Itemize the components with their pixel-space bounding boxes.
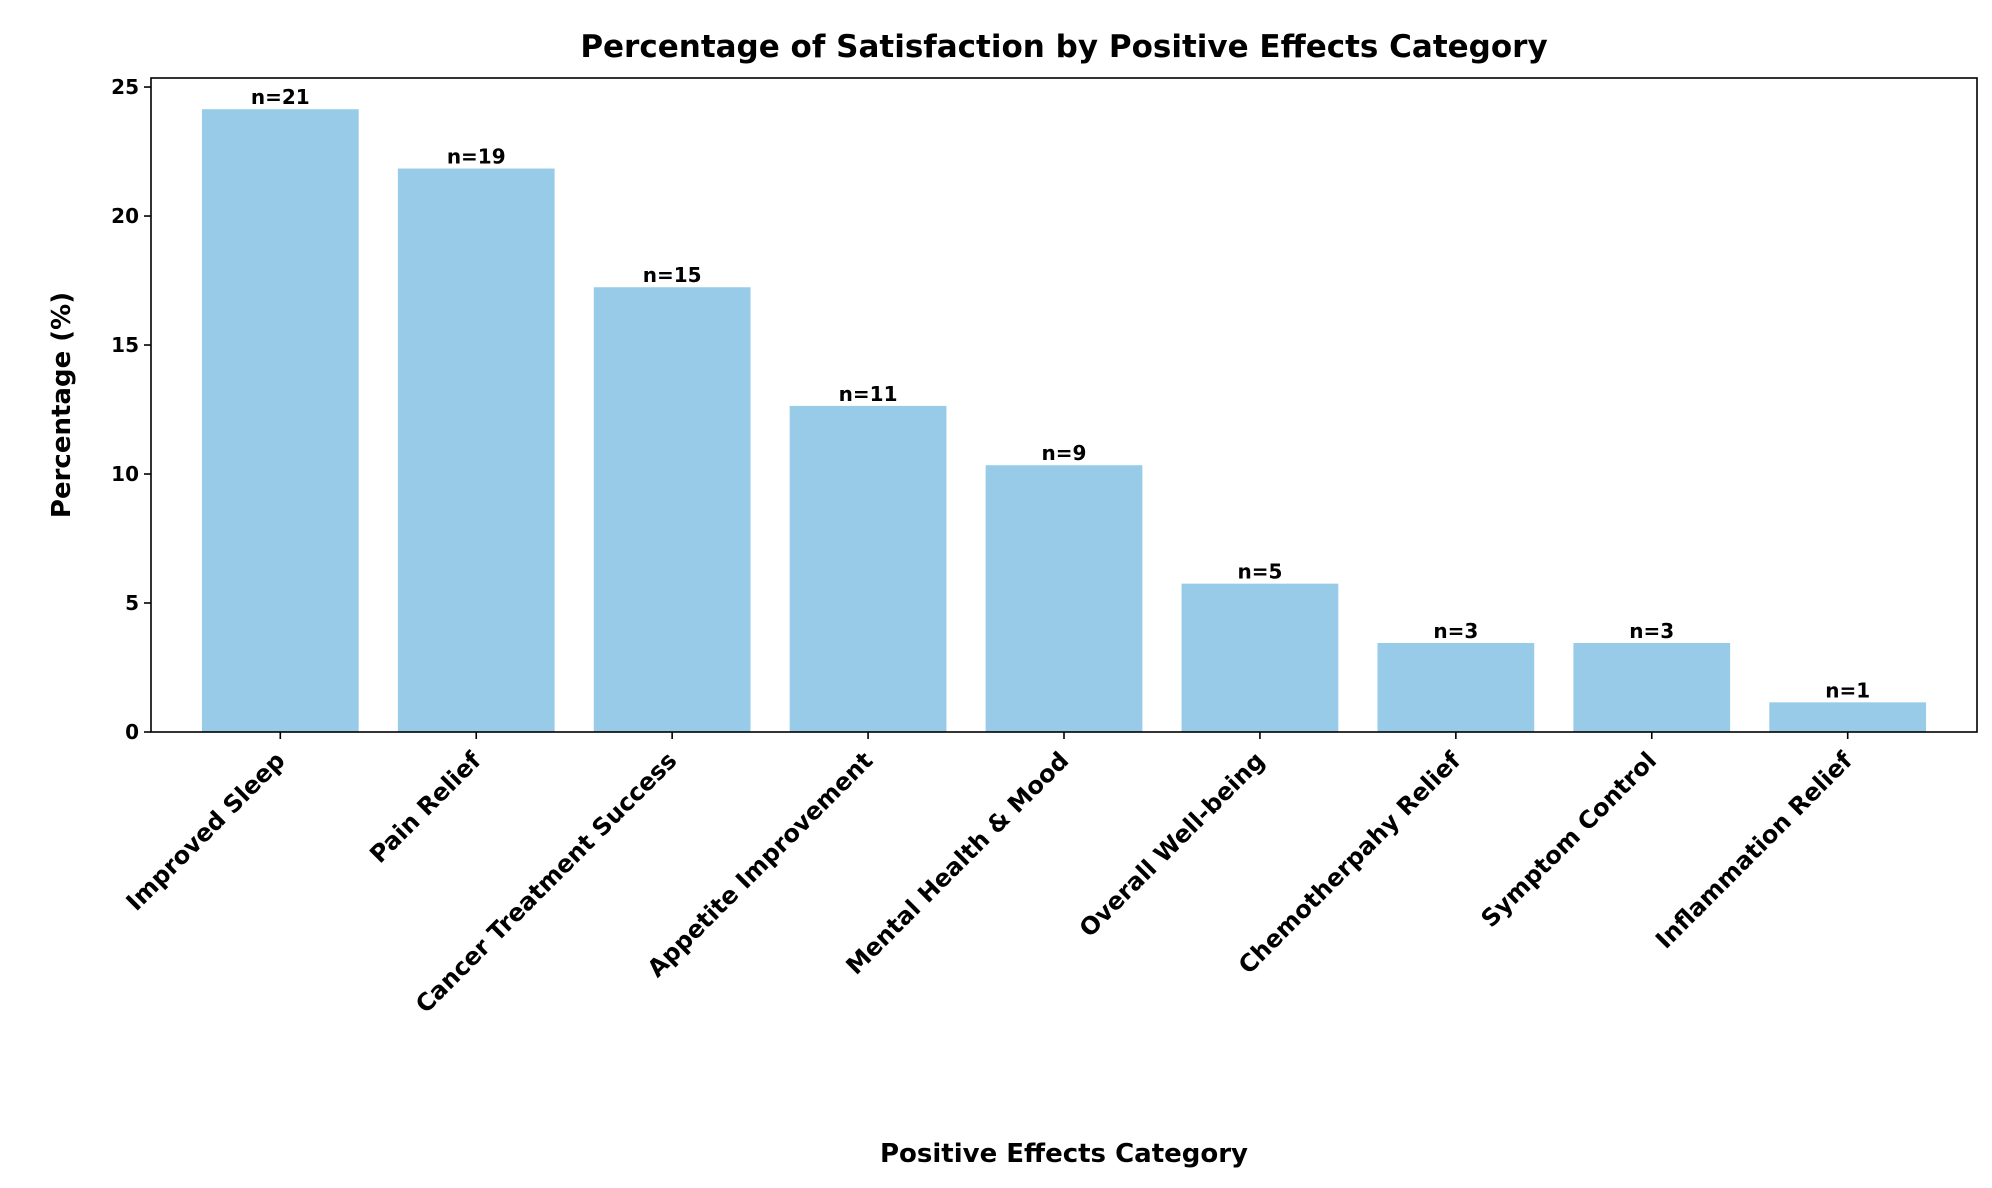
y-tick-label: 25 xyxy=(111,75,139,99)
x-tick-label: Inflammation Relief xyxy=(1650,746,1858,954)
chart-title: Percentage of Satisfaction by Positive E… xyxy=(580,29,1547,65)
y-tick-label: 5 xyxy=(125,591,139,615)
bar xyxy=(397,168,555,733)
bar xyxy=(985,465,1143,732)
bar-data-label: n=9 xyxy=(1042,441,1087,465)
bar-data-label: n=21 xyxy=(251,85,310,109)
bar-data-label: n=11 xyxy=(839,382,898,406)
bar xyxy=(1181,583,1339,732)
bar-data-label: n=15 xyxy=(643,263,702,287)
y-tick-label: 15 xyxy=(111,333,139,357)
x-tick-label: Chemotherpahy Relief xyxy=(1233,746,1466,979)
x-tick-label: Appetite Improvement xyxy=(642,746,878,982)
bar xyxy=(593,287,751,732)
x-tick-label: Improved Sleep xyxy=(121,746,291,916)
x-tick-label: Symptom Control xyxy=(1476,746,1662,932)
y-tick-label: 0 xyxy=(125,720,139,744)
x-axis-label: Positive Effects Category xyxy=(880,1139,1248,1169)
bar xyxy=(1377,642,1535,732)
x-tick-label: Pain Relief xyxy=(364,746,487,869)
bar xyxy=(201,109,359,733)
bar-data-label: n=19 xyxy=(447,145,506,169)
bar xyxy=(789,405,947,732)
y-axis-label: Percentage (%) xyxy=(47,292,77,518)
y-tick-label: 20 xyxy=(111,204,139,228)
bar-data-label: n=5 xyxy=(1237,560,1282,584)
bar-data-label: n=3 xyxy=(1433,619,1478,643)
bar xyxy=(1769,702,1927,732)
bar-data-label: n=3 xyxy=(1629,619,1674,643)
x-tick-label: Mental Health & Mood xyxy=(841,746,1075,980)
y-tick-label: 10 xyxy=(111,462,139,486)
x-tick-label: Overall Well-being xyxy=(1074,746,1270,942)
bar-data-label: n=1 xyxy=(1825,678,1870,702)
bar xyxy=(1573,642,1731,732)
plot-frame xyxy=(150,77,1978,733)
